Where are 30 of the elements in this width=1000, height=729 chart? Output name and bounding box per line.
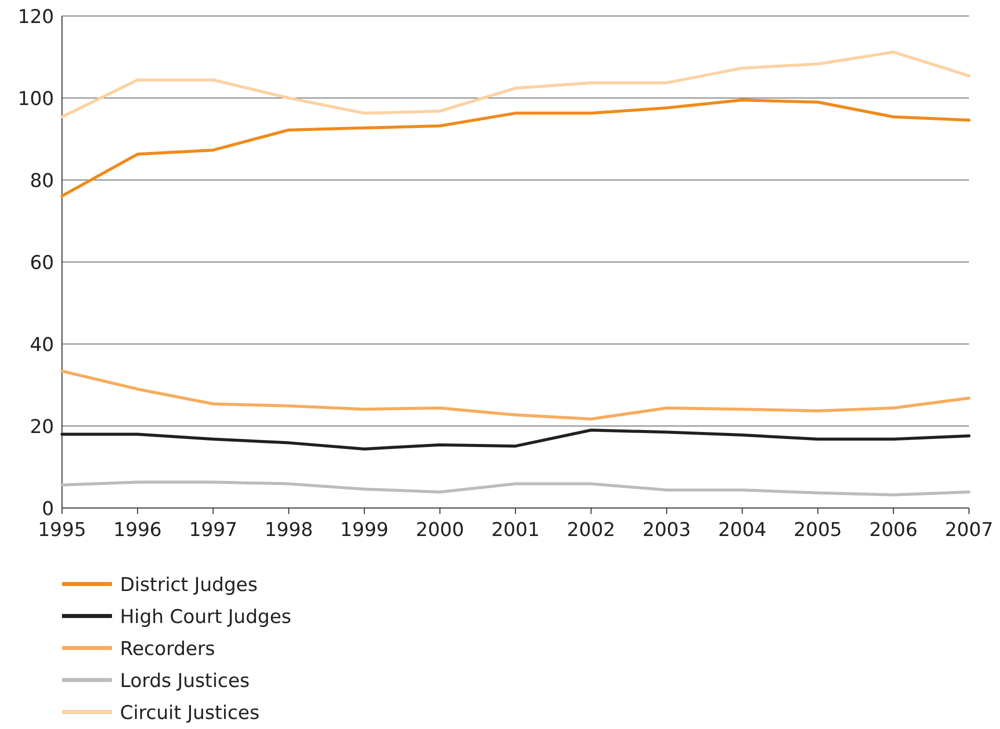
y-tick-label: 20 [30, 416, 54, 438]
x-tick-label: 2007 [944, 519, 994, 541]
legend-label: Lords Justices [120, 670, 250, 692]
y-tick-label: 40 [30, 334, 54, 356]
x-tick-label: 2005 [794, 519, 842, 541]
x-tick-label: 2001 [491, 519, 540, 541]
line-series [60, 480, 970, 496]
line-series [60, 428, 970, 450]
legend-label: Recorders [120, 638, 216, 660]
y-tick-label: 60 [30, 252, 54, 274]
y-tick-label: 0 [42, 498, 54, 520]
x-tick-label: 2000 [416, 519, 464, 541]
x-tick-label: 2002 [566, 519, 616, 541]
line-series [60, 50, 970, 118]
x-tick-label: 2003 [642, 519, 691, 541]
x-tick-label: 1997 [188, 519, 238, 541]
y-tick-label: 80 [30, 170, 54, 192]
legend-label: District Judges [120, 574, 258, 596]
line-series [60, 370, 970, 421]
x-tick-label: 2006 [869, 519, 918, 541]
x-tick-label: 1995 [38, 519, 86, 541]
x-tick-label: 1998 [264, 519, 313, 541]
y-tick-label: 100 [18, 88, 54, 110]
legend-label: High Court Judges [120, 606, 292, 628]
y-tick-label: 120 [18, 6, 54, 28]
legend-label: Circuit Justices [120, 702, 260, 724]
x-tick-label: 1996 [113, 519, 162, 541]
line-series [60, 98, 970, 198]
x-tick-label: 1999 [340, 519, 389, 541]
x-tick-label: 2004 [718, 519, 766, 541]
